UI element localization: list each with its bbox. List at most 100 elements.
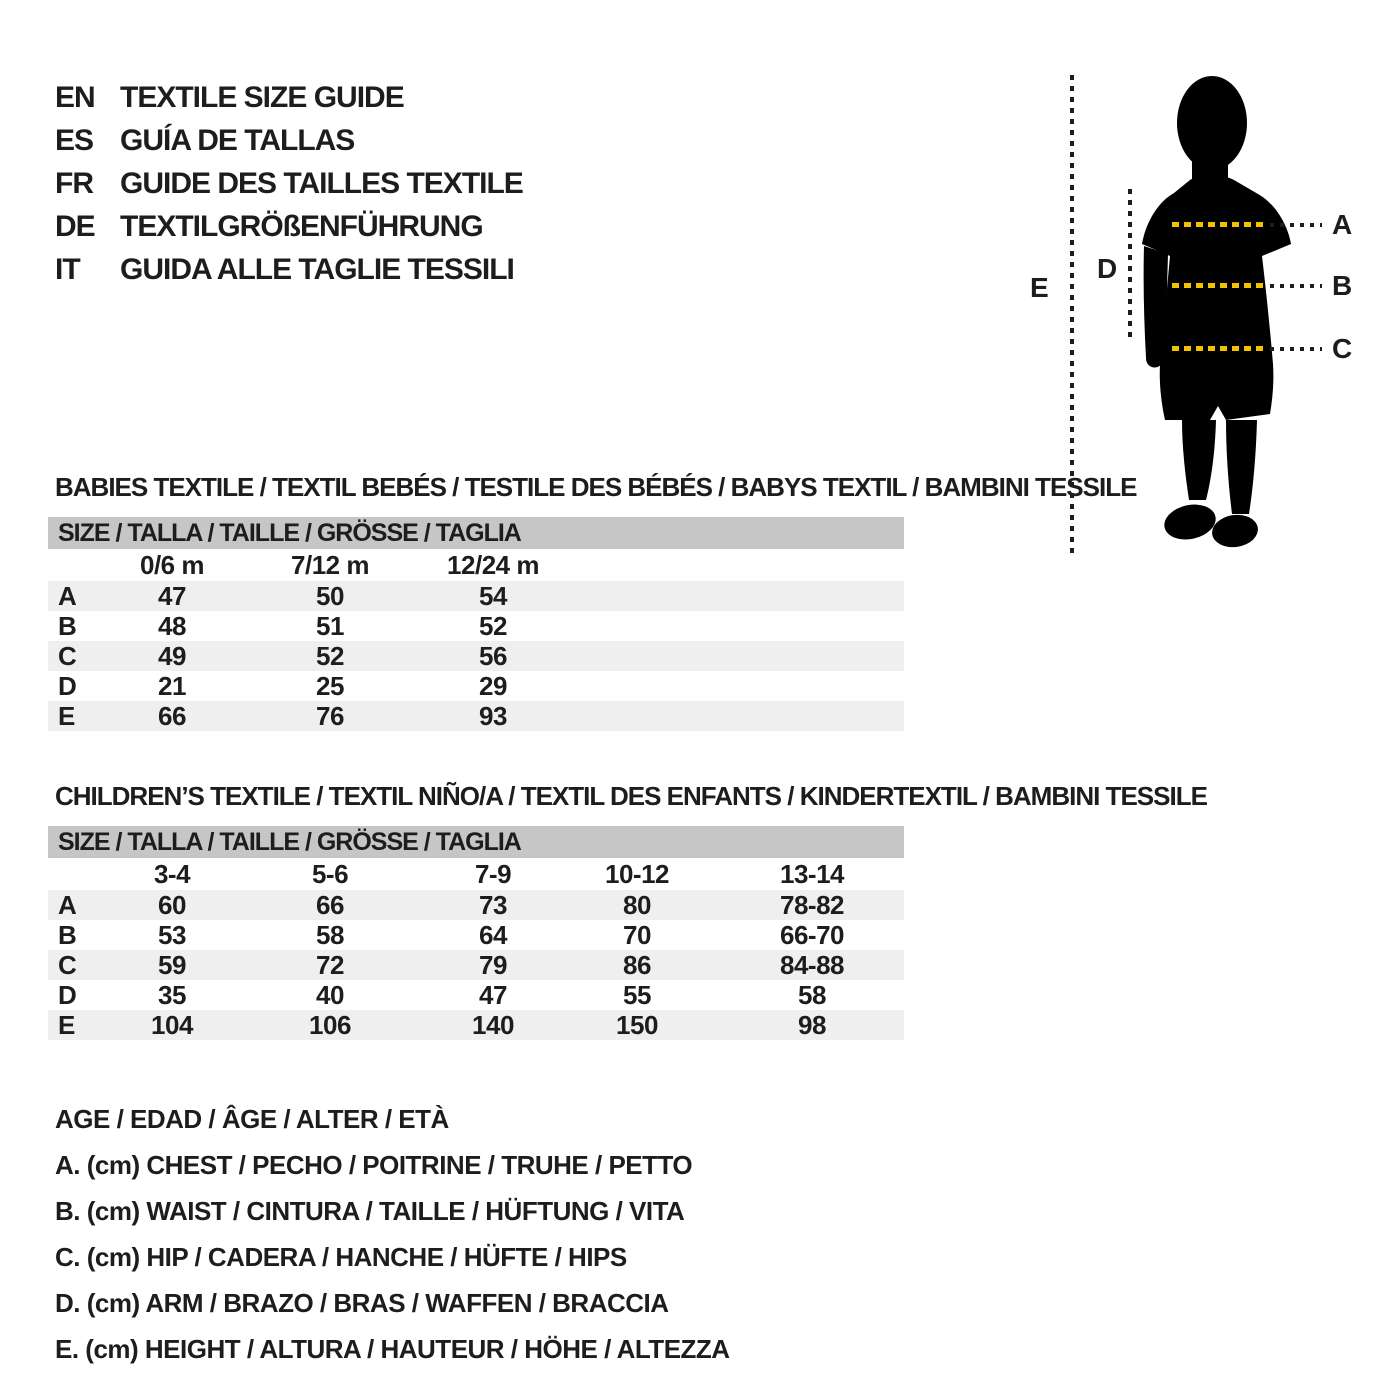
children-section-title: CHILDREN’S TEXTILE / TEXTIL NIÑO/A / TEX… (55, 781, 1208, 811)
language-title: GUÍA DE TALLAS (120, 124, 355, 157)
babies-cell-value: 54 (479, 581, 507, 611)
measure-label-c: C (1332, 333, 1353, 364)
measure-label-a: A (1332, 209, 1353, 240)
children-cell-value: 59 (158, 950, 186, 980)
language-title: TEXTILGRÖßENFÜHRUNG (120, 210, 484, 243)
language-title: GUIDA ALLE TAGLIE TESSILI (120, 253, 515, 286)
children-table-row: A 60 66 73 80 78-82 (48, 890, 904, 920)
children-column-header: 13-14 (780, 859, 845, 889)
children-cell-value: 64 (479, 920, 507, 950)
babies-row-label: C (58, 641, 77, 671)
babies-cell-value: 52 (479, 611, 507, 641)
chest-measure-dots-A (1270, 223, 1322, 227)
language-code: ES (55, 124, 94, 157)
measure-label-d: D (1097, 253, 1118, 284)
babies-cell-value: 21 (158, 671, 186, 701)
babies-size-header-bar: SIZE / TALLA / TAILLE / GRÖSSE / TAGLIA (48, 517, 904, 549)
waist-measure-dots-B (1270, 284, 1322, 288)
children-column-header: 7-9 (474, 859, 512, 889)
children-cell-value: 80 (623, 890, 651, 920)
babies-cell-value: 25 (316, 671, 344, 701)
babies-cell-value: 76 (316, 701, 344, 731)
babies-row-label: B (58, 611, 77, 641)
babies-column-header-row: 0/6 m 7/12 m 12/24 m (48, 549, 904, 581)
legend-age-line: AGE / EDAD / ÂGE / ALTER / ETÀ (55, 1104, 449, 1134)
children-cell-value: 47 (479, 980, 507, 1010)
children-cell-value: 86 (623, 950, 651, 980)
silhouette-left-arm (1143, 246, 1168, 368)
babies-cell-value: 49 (158, 641, 186, 671)
language-code: FR (55, 167, 94, 200)
babies-section-title: BABIES TEXTILE / TEXTIL BEBÉS / TESTILE … (55, 472, 1137, 502)
language-title-list: EN TEXTILE SIZE GUIDE ES GUÍA DE TALLAS FR GU… (55, 76, 524, 291)
children-column-header-row: 3-4 5-6 7-9 10-12 13-14 (48, 858, 904, 890)
babies-table-row: B 48 51 52 (48, 611, 904, 641)
silhouette-right-foot (1212, 514, 1258, 548)
silhouette-right-leg (1226, 420, 1257, 514)
babies-cell-value: 93 (479, 701, 507, 731)
children-row-label: D (58, 980, 77, 1010)
children-cell-value: 60 (158, 890, 186, 920)
child-silhouette-graphic (1142, 76, 1291, 548)
babies-column-header: 12/24 m (447, 550, 539, 580)
language-code: EN (55, 81, 96, 114)
measure-label-b: B (1332, 270, 1353, 301)
waist-measure-dash-B (1172, 283, 1264, 288)
babies-cell-value: 52 (316, 641, 344, 671)
children-cell-value: 106 (309, 1010, 351, 1040)
children-cell-value: 84-88 (780, 950, 845, 980)
children-cell-value: 73 (479, 890, 507, 920)
babies-cell-value: 66 (158, 701, 186, 731)
children-cell-value: 66 (316, 890, 344, 920)
children-cell-value: 53 (158, 920, 186, 950)
children-cell-value: 35 (158, 980, 186, 1010)
legend-item: A. (cm) CHEST / PECHO / POITRINE / TRUHE… (55, 1150, 693, 1180)
language-row: IT GUIDA ALLE TAGLIE TESSILI (55, 248, 523, 291)
hip-measure-dash-C (1172, 346, 1264, 351)
language-row: EN TEXTILE SIZE GUIDE (55, 76, 523, 119)
children-column-header: 3-4 (153, 859, 191, 889)
children-cell-value: 79 (479, 950, 507, 980)
children-cell-value: 66-70 (780, 920, 845, 950)
language-row: DE TEXTILGRÖßENFÜHRUNG (55, 205, 523, 248)
children-table-row: D 35 40 47 55 58 (48, 980, 904, 1010)
children-cell-value: 70 (623, 920, 651, 950)
children-cell-value: 78-82 (780, 890, 845, 920)
arm-measure-line-D (1128, 189, 1132, 341)
babies-cell-value: 48 (158, 611, 186, 641)
babies-table-row: C 49 52 56 (48, 641, 904, 671)
language-row: FR GUIDE DES TAILLES TEXTILE (55, 162, 524, 205)
silhouette-head (1177, 76, 1247, 170)
legend-item: C. (cm) HIP / CADERA / HANCHE / HÜFTE / … (55, 1242, 627, 1272)
children-cell-value: 98 (798, 1010, 826, 1040)
children-cell-value: 58 (798, 980, 826, 1010)
silhouette-left-leg (1182, 420, 1216, 500)
babies-column-header: 0/6 m (140, 550, 205, 580)
children-cell-value: 58 (316, 920, 344, 950)
measure-label-e: E (1030, 272, 1049, 303)
babies-cell-value: 47 (158, 581, 186, 611)
children-row-label: C (58, 950, 77, 980)
children-column-header: 10-12 (605, 859, 670, 889)
children-table-row: B 53 58 64 70 66-70 (48, 920, 904, 950)
babies-cell-value: 29 (479, 671, 507, 701)
language-title: TEXTILE SIZE GUIDE (120, 81, 405, 114)
children-cell-value: 140 (472, 1010, 514, 1040)
chest-measure-dash-A (1172, 222, 1264, 227)
legend-item: E. (cm) HEIGHT / ALTURA / HAUTEUR / HÖHE… (55, 1334, 730, 1364)
children-table-row: E 104 106 140 150 98 (48, 1010, 904, 1040)
babies-row-label: A (58, 581, 77, 611)
legend-item: B. (cm) WAIST / CINTURA / TAILLE / HÜFTU… (55, 1196, 685, 1226)
babies-table-row: D 21 25 29 (48, 671, 904, 701)
language-code: DE (55, 210, 96, 243)
children-row-label: A (58, 890, 77, 920)
silhouette-left-foot (1164, 504, 1216, 540)
babies-table-row: A 47 50 54 (48, 581, 904, 611)
silhouette-shorts (1159, 364, 1274, 420)
babies-cell-value: 56 (479, 641, 507, 671)
babies-table-row: E 66 76 93 (48, 701, 904, 731)
babies-row-label: D (58, 671, 77, 701)
language-code: IT (55, 253, 81, 286)
legend-item-list: A. (cm) CHEST / PECHO / POITRINE / TRUHE… (55, 1142, 730, 1372)
